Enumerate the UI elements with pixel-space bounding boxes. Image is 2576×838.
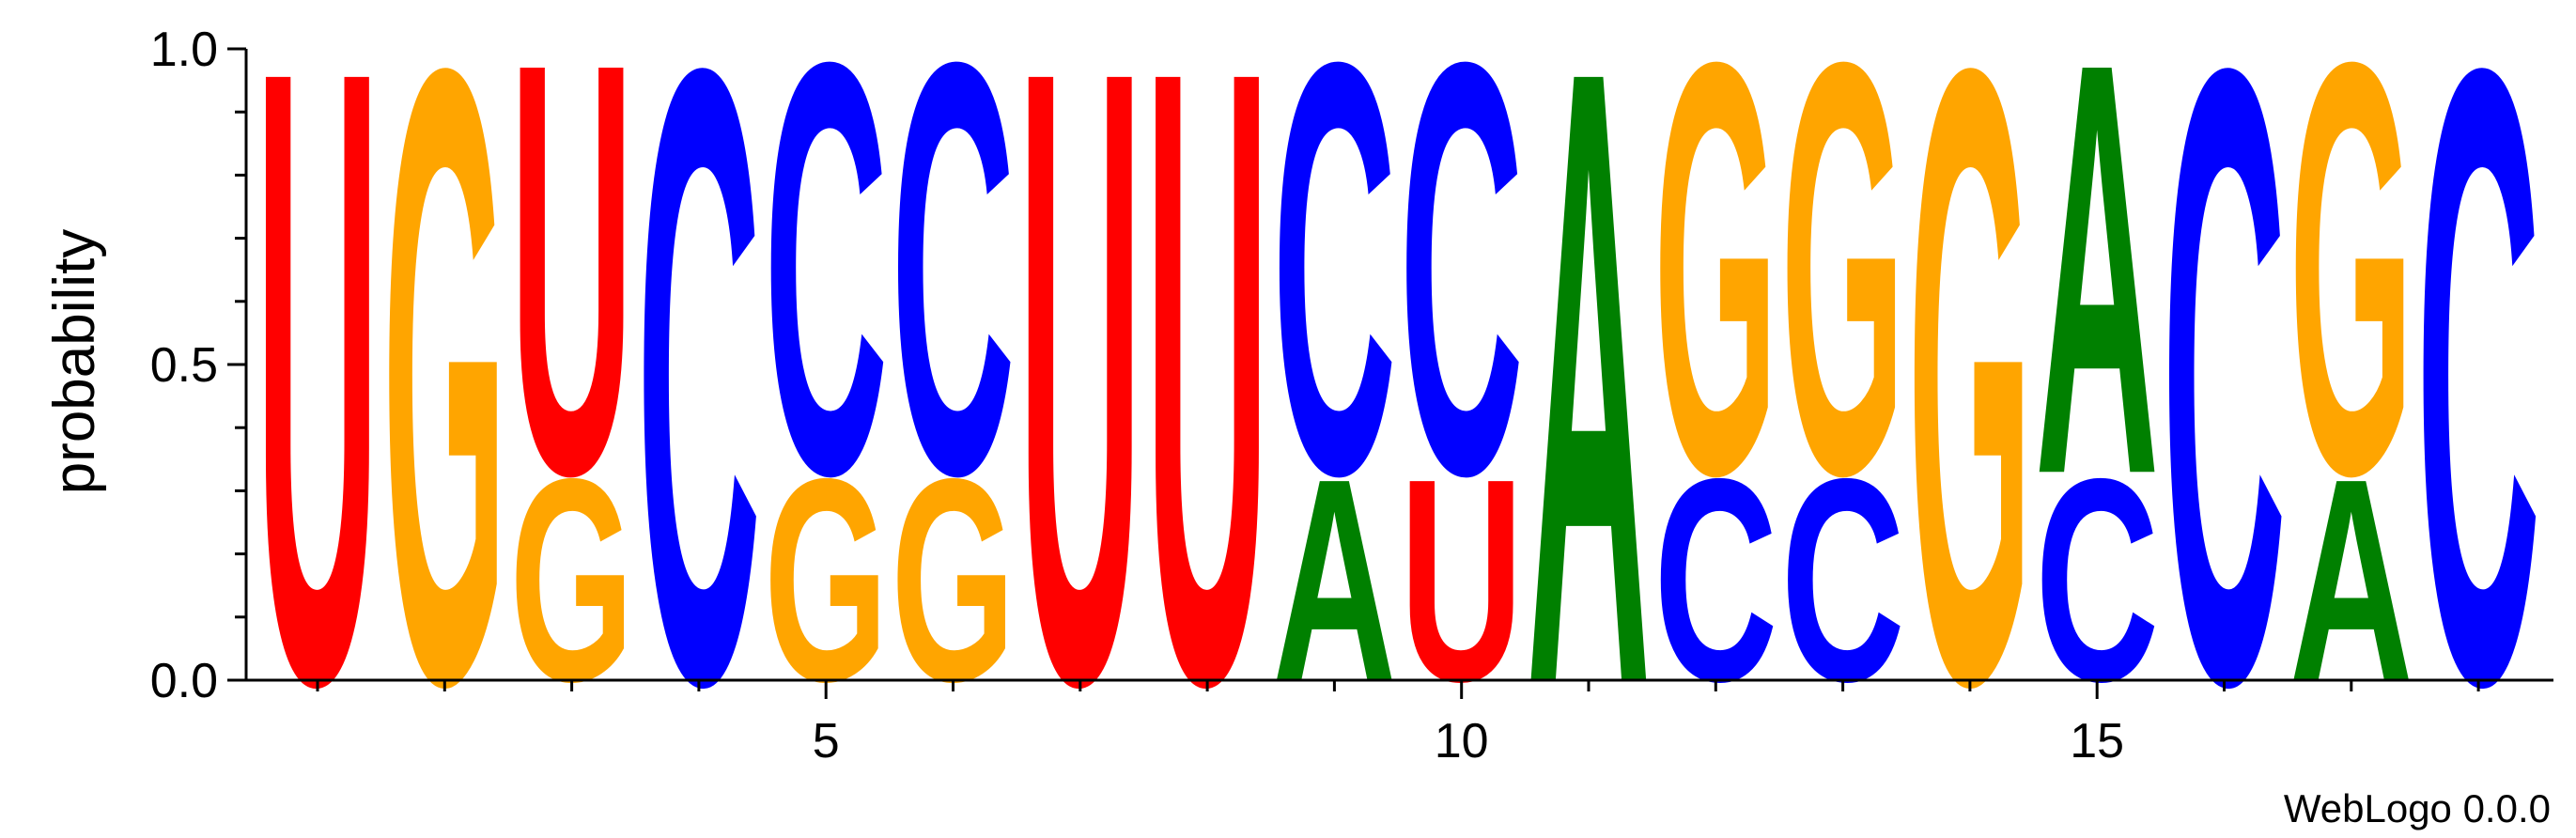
glyph-G-pos12: G <box>1653 0 1777 597</box>
x-tick-label: 5 <box>813 714 840 768</box>
glyph-C-pos16: C <box>2163 0 2287 838</box>
y-axis-label: probability <box>42 229 107 495</box>
glyph-C-pos9: C <box>1272 0 1396 597</box>
x-tick-label: 15 <box>2070 714 2124 768</box>
glyph-C-pos18: C <box>2416 0 2540 838</box>
glyph-U-pos3: U <box>510 0 634 597</box>
glyph-G-pos17: G <box>2289 0 2413 597</box>
glyph-G-pos13: G <box>1781 0 1905 597</box>
glyph-G-pos14: G <box>1908 0 2032 838</box>
glyph-A-pos15: A <box>2035 0 2159 597</box>
glyph-C-pos5: C <box>764 0 888 597</box>
weblogo-credit: WebLogo 0.0.0 <box>2284 786 2551 830</box>
glyph-G-pos2: G <box>382 0 506 838</box>
y-tick-label: 0.0 <box>150 654 218 708</box>
x-tick-label: 10 <box>1435 714 1489 768</box>
glyph-U-pos8: U <box>1145 0 1269 838</box>
glyph-A-pos11: A <box>1527 0 1651 838</box>
glyph-layer: U G GU C GC GC U U AC UC A CG CG G CA C AG C <box>256 0 2540 838</box>
axis-layer: 0.0 0.5 1.0 5 10 15 <box>150 23 2553 768</box>
y-tick-label: 1.0 <box>150 23 218 77</box>
glyph-U-pos7: U <box>1018 0 1142 838</box>
glyph-C-pos4: C <box>637 0 761 838</box>
glyph-C-pos10: C <box>1400 0 1524 597</box>
glyph-U-pos1: U <box>256 0 380 838</box>
glyph-C-pos6: C <box>892 0 1016 597</box>
y-tick-label: 0.5 <box>150 338 218 393</box>
